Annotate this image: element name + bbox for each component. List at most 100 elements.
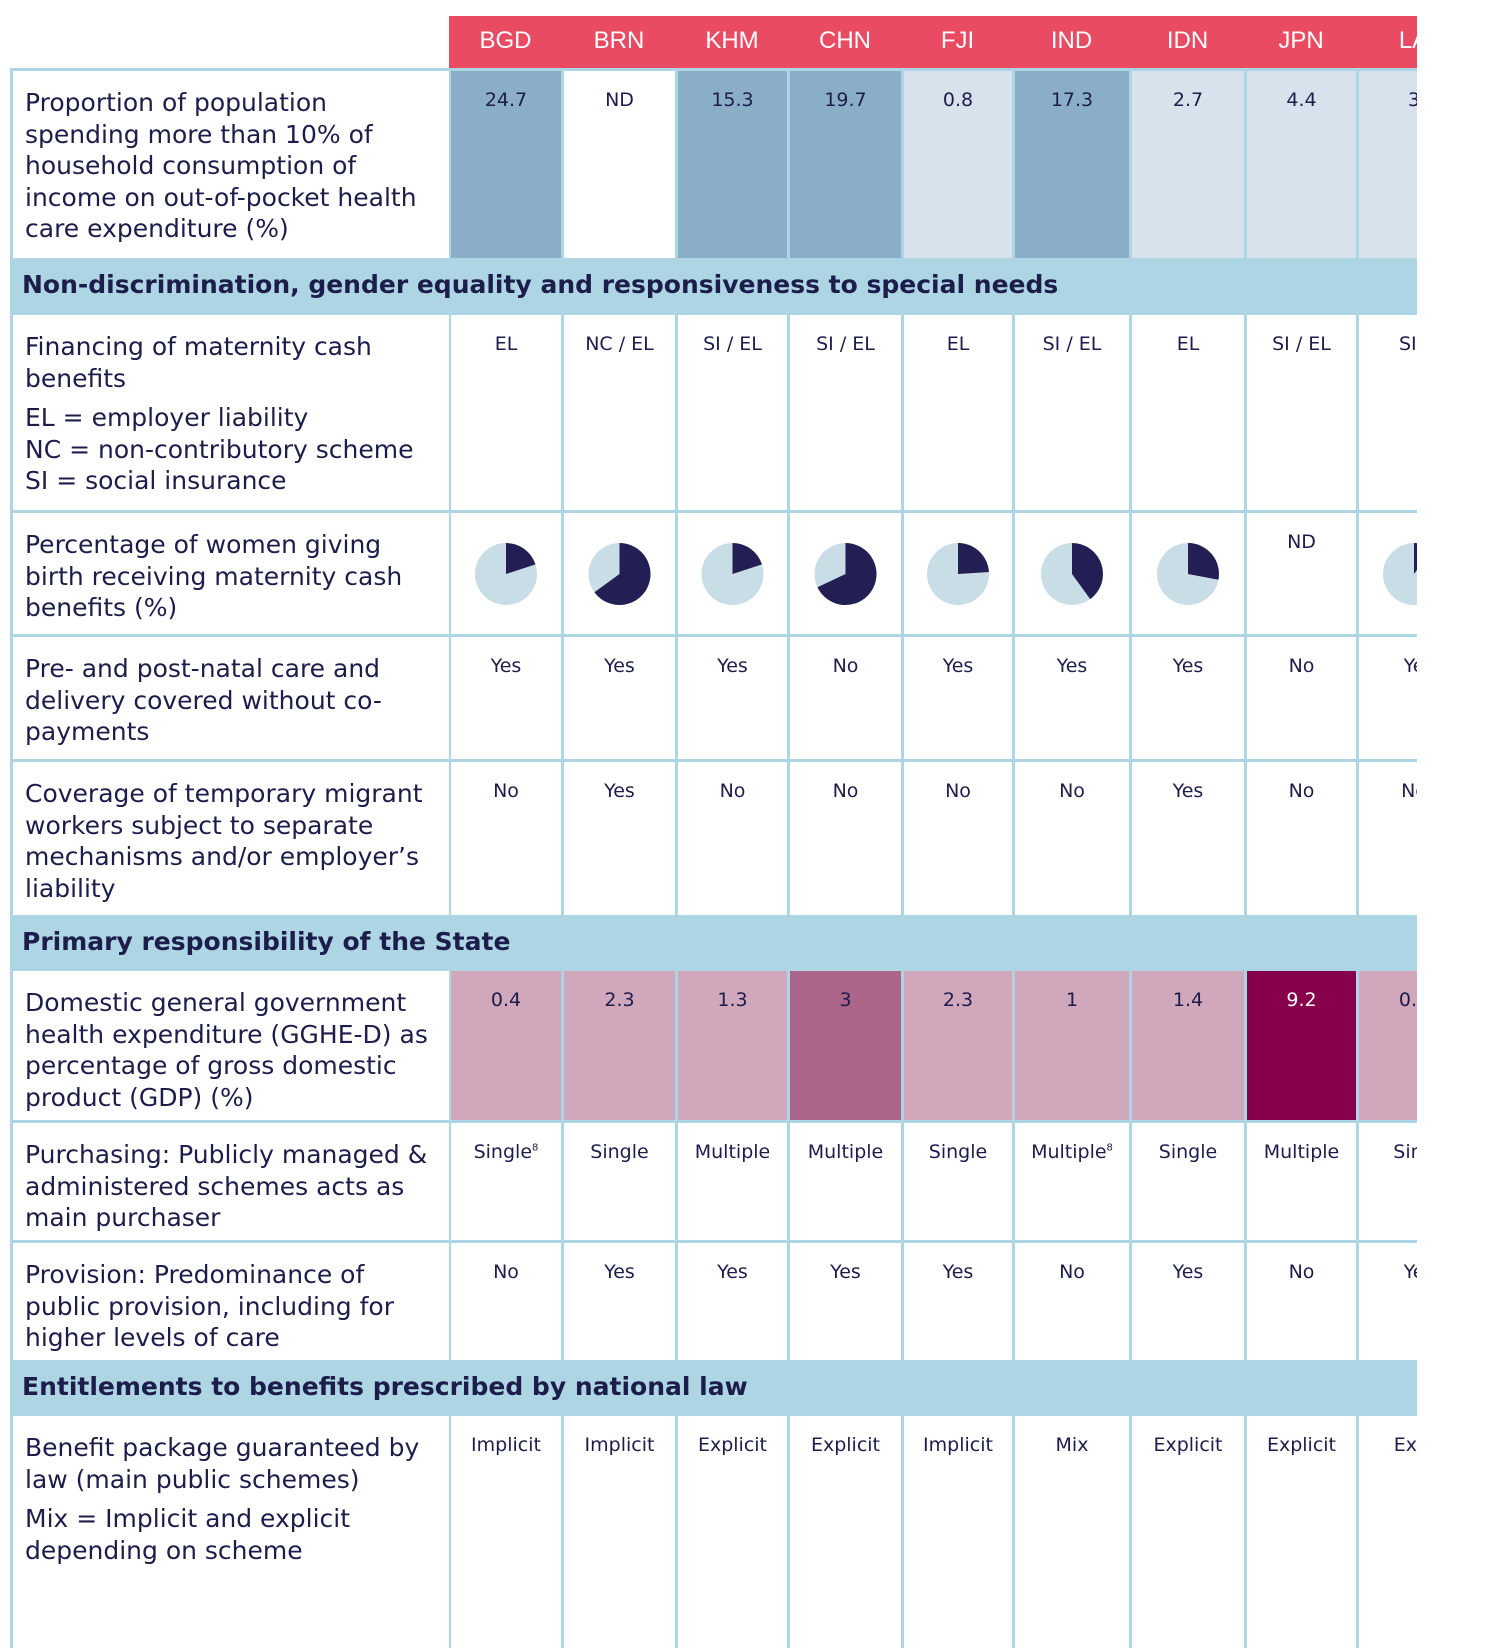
cell: Yes	[678, 637, 787, 759]
text: 9.2	[1286, 989, 1317, 1011]
cell: Yes	[1015, 637, 1129, 759]
text: No	[1288, 1261, 1315, 1283]
text: JPN	[1278, 27, 1324, 54]
text: Single	[1158, 1141, 1218, 1163]
cell	[451, 513, 561, 634]
text: SI / EL	[703, 333, 762, 355]
text: Purchasing: Publicly managed & administe…	[25, 1140, 428, 1232]
text: Pre- and post-natal care and delivery co…	[25, 654, 382, 746]
text: Coverage of temporary migrant workers su…	[25, 779, 423, 903]
cell: 0.8	[904, 71, 1012, 258]
row-label: Percentage of women giving birth receivi…	[13, 513, 449, 634]
text: EL	[494, 333, 518, 355]
text: 2.3	[942, 989, 974, 1011]
cell: Single	[564, 1123, 675, 1240]
text: 3	[839, 989, 852, 1011]
text: Primary responsibility of the State	[22, 927, 511, 956]
row-label: Proportion of population spending more t…	[13, 71, 449, 258]
text: Yes	[604, 655, 635, 677]
cell: 15.3	[678, 71, 787, 258]
row-label: Benefit package guaranteed by law (main …	[13, 1416, 449, 1648]
pie	[588, 543, 651, 605]
text: Yes	[1172, 780, 1204, 802]
pie-slice	[594, 543, 651, 605]
pie-slice	[506, 543, 536, 574]
text: Multiple	[694, 1141, 771, 1163]
cell: No	[790, 762, 901, 915]
text: Multiple	[1031, 1141, 1107, 1163]
text: Ye	[1403, 655, 1417, 677]
cell: EL	[1132, 315, 1244, 510]
cell: Implicit	[451, 1416, 561, 1648]
cell: Sing	[1359, 1123, 1417, 1240]
section-header: Primary responsibility of the State	[10, 915, 1417, 968]
text: Sing	[1393, 1141, 1417, 1163]
text: NC / EL	[585, 333, 654, 355]
cell: SI / EL	[790, 315, 901, 510]
cell: SI /	[1359, 315, 1417, 510]
column-header: IDN	[1130, 16, 1245, 68]
cell: No	[1359, 762, 1417, 915]
text: IND	[1050, 27, 1093, 54]
text: No	[1401, 780, 1417, 802]
text: 0.4	[490, 989, 522, 1011]
cell: Multiple	[1247, 1123, 1356, 1240]
text: Yes	[1056, 655, 1088, 677]
cell: Multiple	[678, 1123, 787, 1240]
text: FJI	[940, 27, 975, 54]
table: BGD BRN KHM CHN FJI IND IDN JPN LA Proportion of …	[10, 16, 1417, 1648]
cell: 17.3	[1015, 71, 1129, 258]
text: Yes	[1172, 1261, 1204, 1283]
cell: SI / EL	[1247, 315, 1356, 510]
cell: Mix	[1015, 1416, 1129, 1648]
cell: No	[1247, 637, 1356, 759]
text: 2.7	[1172, 89, 1204, 111]
text: No	[1288, 655, 1315, 677]
cell: No	[678, 762, 787, 915]
text: No	[493, 780, 519, 802]
text: ND	[1287, 531, 1316, 553]
cell: ND	[564, 71, 675, 258]
text: Yes	[717, 1261, 748, 1283]
cell: Implicit	[904, 1416, 1012, 1648]
cell: No	[451, 762, 561, 915]
cell: Yes	[904, 637, 1012, 759]
text: Yes	[604, 1261, 635, 1283]
text: No	[832, 780, 859, 802]
text: 24.7	[484, 89, 528, 111]
cell: Explicit	[1247, 1416, 1356, 1648]
cell: Expl	[1359, 1416, 1417, 1648]
cell: No	[451, 1243, 561, 1360]
cell: 3	[1359, 71, 1417, 258]
cell: No	[1015, 1243, 1129, 1360]
column-header: KHM	[676, 16, 788, 68]
row-label: Purchasing: Publicly managed & administe…	[13, 1123, 449, 1240]
text: SI = social insurance	[25, 466, 287, 495]
text: Single	[590, 1141, 649, 1163]
text: CHN	[819, 27, 871, 54]
cell: EL	[451, 315, 561, 510]
cell: No	[904, 762, 1012, 915]
text: 15.3	[711, 89, 754, 111]
cell: SI / EL	[678, 315, 787, 510]
text: Mix = Implicit and explicit depending on…	[25, 1504, 351, 1565]
text: Domestic general government health expen…	[25, 988, 428, 1112]
cell: 19.7	[790, 71, 901, 258]
text: Financing of maternity cash benefits	[25, 332, 372, 393]
pie-slice	[1188, 543, 1219, 580]
text: Yes	[942, 1261, 974, 1283]
column-header: BRN	[562, 16, 676, 68]
cell: Ye	[1359, 1243, 1417, 1360]
cell: Ye	[1359, 637, 1417, 759]
cell: Multiple	[790, 1123, 901, 1240]
cell	[790, 513, 901, 634]
pie-slice	[1072, 543, 1103, 600]
cell: No	[1247, 1243, 1356, 1360]
text: LA	[1398, 27, 1417, 54]
row-label: Coverage of temporary migrant workers su…	[13, 762, 449, 915]
text: Mix	[1055, 1434, 1089, 1456]
text: No	[719, 780, 746, 802]
cell: EL	[904, 315, 1012, 510]
pie-slice	[958, 543, 989, 574]
cell: 4.4	[1247, 71, 1356, 258]
